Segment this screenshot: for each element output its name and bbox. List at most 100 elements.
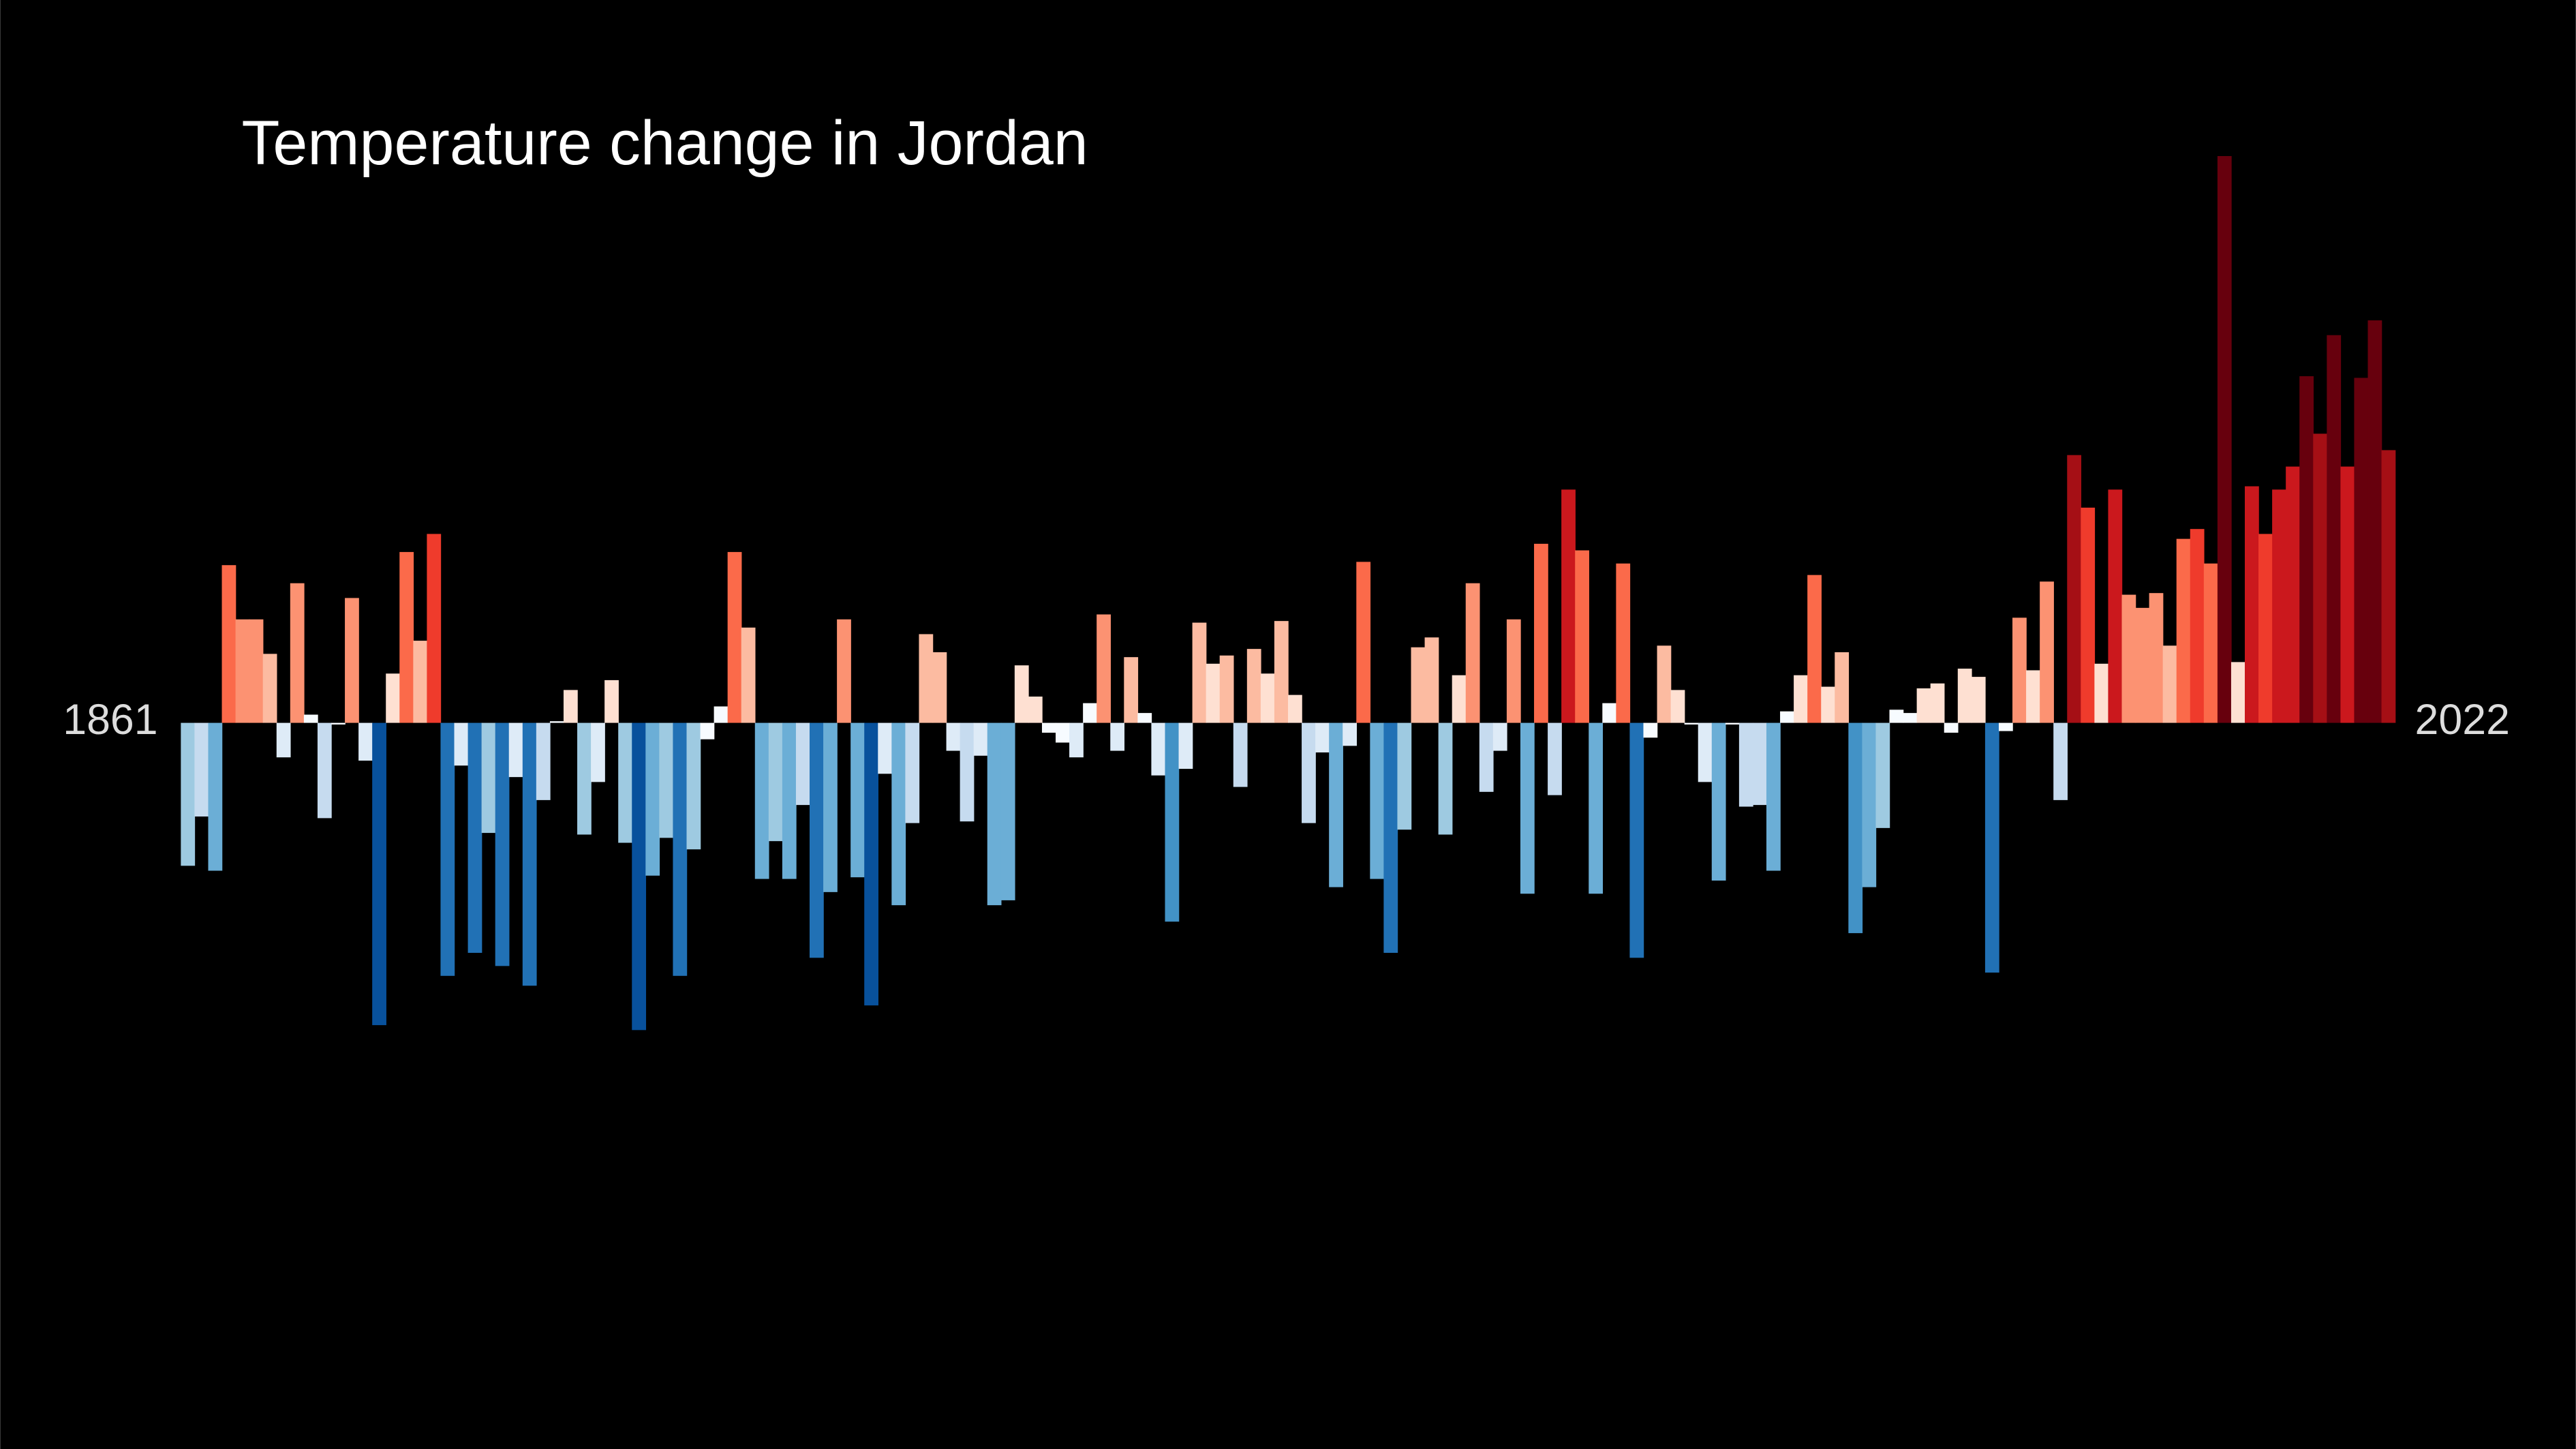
bar (1602, 703, 1617, 723)
bar (2381, 450, 2396, 723)
bar (1738, 722, 1753, 807)
bar (932, 652, 947, 723)
bar (1875, 722, 1890, 828)
bar (850, 722, 865, 878)
bar (1548, 722, 1562, 795)
bar (317, 722, 332, 819)
bar (1069, 722, 1084, 758)
bar (1643, 722, 1658, 738)
bar (2299, 376, 2314, 723)
bar (591, 722, 605, 782)
x-tick-label: 1861 (63, 696, 157, 744)
bar (1411, 647, 1426, 723)
bar (262, 654, 277, 723)
bar (973, 722, 988, 756)
bar (2081, 507, 2096, 723)
bar (2176, 538, 2191, 723)
bar (795, 722, 810, 806)
bar (837, 619, 851, 723)
bar (276, 722, 291, 758)
bar (1916, 688, 1931, 723)
bar (2026, 670, 2040, 723)
bar (2327, 335, 2342, 723)
bar (1056, 722, 1070, 743)
bar (549, 721, 564, 723)
bar (522, 722, 537, 986)
bar (673, 722, 688, 976)
bar (2012, 617, 2027, 723)
bar (905, 722, 920, 823)
bar (2162, 645, 2177, 723)
bar (1233, 722, 1248, 787)
bar (2108, 489, 2123, 723)
bar (1246, 649, 1261, 723)
bar (1438, 722, 1453, 835)
bar (2230, 662, 2245, 723)
bar (1889, 710, 1904, 723)
bar (714, 706, 729, 723)
x-tick-label: 2022 (2415, 696, 2510, 744)
bar (290, 583, 305, 723)
bar (700, 722, 715, 739)
bar (1383, 722, 1398, 954)
bar (2272, 489, 2286, 723)
bar (1998, 722, 2013, 731)
bar (467, 722, 482, 954)
bar (1274, 621, 1289, 723)
bar (1000, 722, 1015, 900)
bar (1589, 722, 1604, 894)
bar (1083, 703, 1097, 723)
bar (1479, 722, 1494, 792)
bar (645, 722, 660, 876)
bar (2217, 155, 2232, 723)
bar (1711, 722, 1726, 881)
bar (768, 722, 783, 842)
chart-title: Temperature change in Jordan (242, 108, 1088, 178)
bar (1698, 722, 1713, 782)
bar (1452, 675, 1467, 723)
bar (2135, 607, 2150, 723)
bar (1329, 722, 1343, 887)
bar (427, 534, 442, 723)
bar (754, 722, 769, 879)
bar (1219, 655, 1234, 723)
bar (2354, 378, 2369, 723)
bar (577, 722, 592, 835)
bar (208, 722, 223, 871)
bar (1766, 722, 1781, 871)
bar (891, 722, 906, 906)
bar (1424, 637, 1439, 723)
bar (1657, 645, 1672, 723)
bar (1506, 619, 1521, 723)
bar (413, 641, 428, 723)
bar (1124, 657, 1139, 723)
bar (508, 722, 523, 778)
bar (1821, 686, 1836, 723)
bar (194, 722, 209, 817)
bar (1356, 562, 1371, 723)
bar (1848, 722, 1863, 934)
bar (741, 627, 756, 723)
bar (221, 565, 236, 723)
bar (604, 680, 619, 723)
bar (235, 619, 250, 723)
bar (727, 551, 742, 723)
bar (2258, 534, 2273, 723)
bar (2367, 320, 2382, 723)
bar (1835, 652, 1850, 723)
bar (2040, 581, 2054, 723)
bar (1260, 673, 1275, 723)
bar (495, 722, 510, 966)
bar (563, 690, 578, 723)
bar (878, 722, 893, 774)
bar (2053, 722, 2068, 800)
bar (2286, 466, 2300, 723)
bar (1302, 722, 1316, 823)
bar (1041, 722, 1056, 733)
bar (358, 722, 373, 761)
bar (1534, 543, 1548, 723)
bar (1315, 722, 1330, 752)
